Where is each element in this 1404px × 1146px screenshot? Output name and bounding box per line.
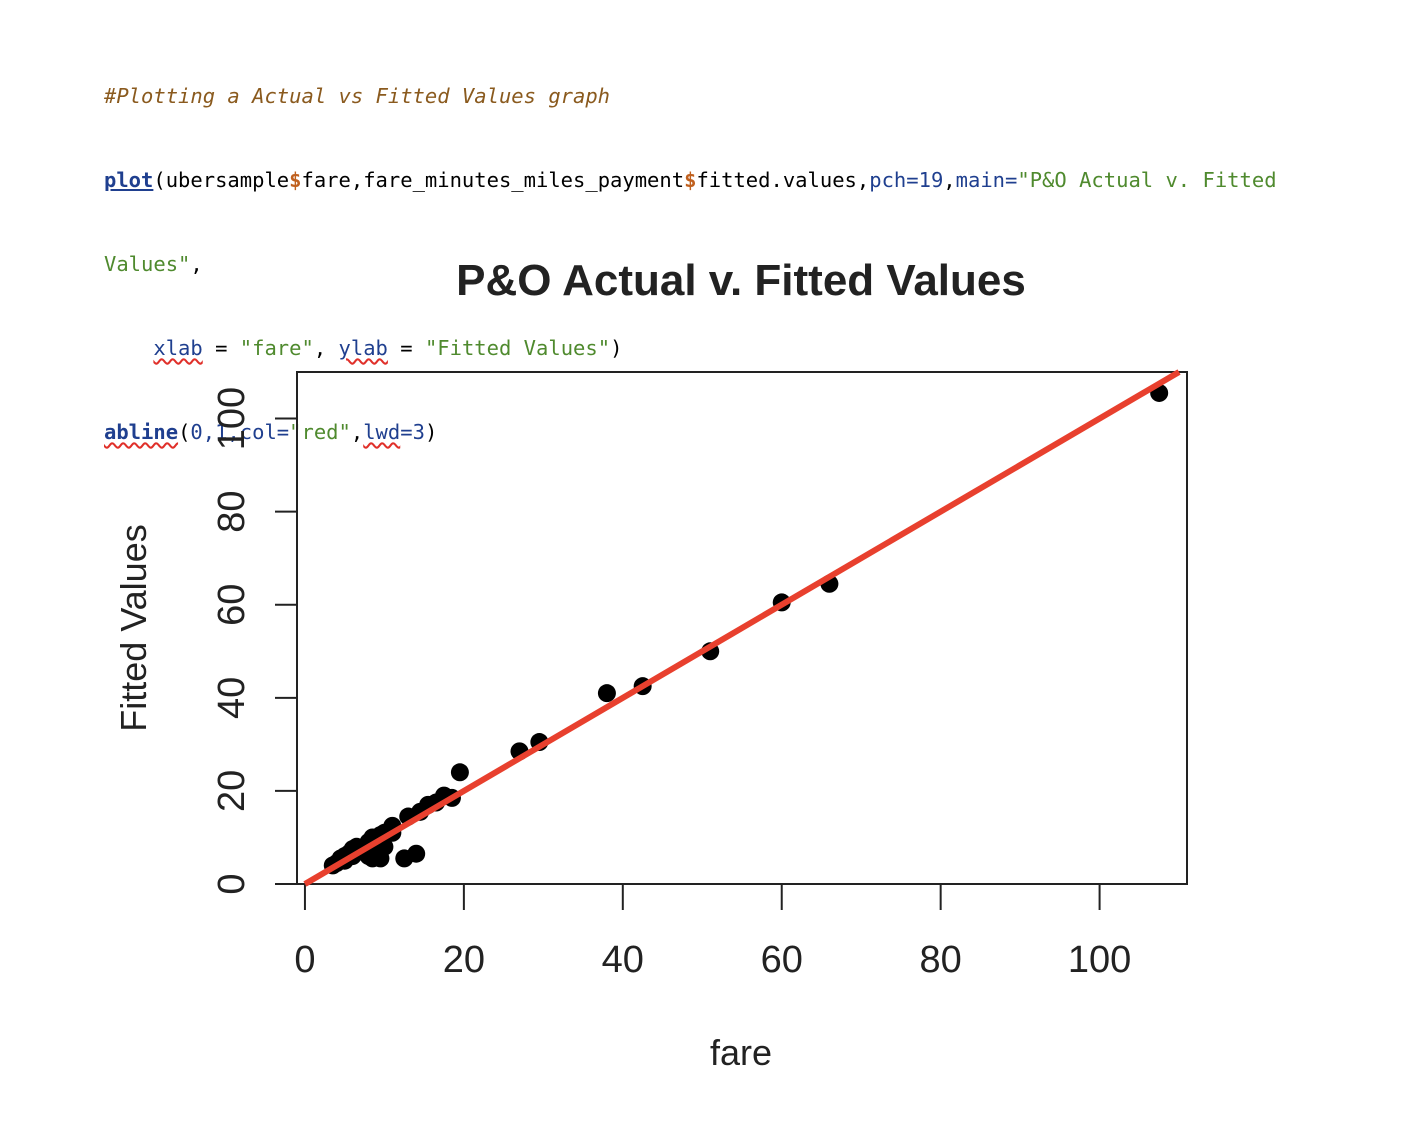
x-tick-label: 60 [761,939,803,981]
close-paren: ) [610,336,623,360]
y-tick-label: 100 [211,387,253,450]
dollar-operator: $ [684,168,697,192]
comma: , [350,420,364,444]
x-tick-label: 0 [294,939,315,981]
main-argument: main= [955,168,1018,192]
pch-value: 19 [918,168,944,192]
dollar-operator: $ [289,168,302,192]
xlab-string: "fare" [239,336,314,360]
y-tick-label: 20 [211,770,253,812]
y-tick-label: 60 [211,584,253,626]
x-tick-label: 100 [1068,939,1131,981]
pch-argument: pch= [869,168,919,192]
data-point [450,763,469,782]
abline-function: abline [104,420,179,444]
field-text: fare,fare_minutes_miles_payment [301,168,685,192]
y-tick-label: 80 [211,490,253,532]
data-point [597,684,616,703]
x-tick-label: 40 [602,939,644,981]
y-axis-label: Fitted Values [113,524,154,731]
x-tick-label: 20 [443,939,485,981]
equals: = [387,336,425,360]
open-paren: ( [153,168,166,192]
y-tick-label: 40 [211,677,253,719]
lwd-value: =3 [400,420,425,444]
comma: , [943,168,956,192]
x-axis: 0 20 40 60 80 100 [294,883,1131,981]
equals: = [202,336,240,360]
close-paren: ) [424,420,438,444]
code-plot-line: plot(ubersample$fare,fare_minutes_miles_… [104,166,1277,194]
reference-line-group [303,369,1181,887]
xlab-argument: xlab [153,336,203,360]
code-comment: #Plotting a Actual vs Fitted Values grap… [104,84,611,108]
x-axis-label: fare [710,1032,772,1073]
open-paren: ( [178,420,191,444]
y-axis: 0 20 40 60 80 100 [211,387,298,895]
col-argument: col= [239,420,290,444]
code-continuation-line: Values", [104,250,1277,278]
data-point [407,844,426,863]
reference-line [303,369,1181,887]
code-comment-line: #Plotting a Actual vs Fitted Values grap… [104,82,1277,110]
ylab-argument: ylab [338,336,388,360]
code-abline-line: abline(0,1,col="red",lwd=3) [104,418,1277,446]
code-block: #Plotting a Actual vs Fitted Values grap… [104,26,1277,474]
lwd-argument: lwd [363,420,401,444]
ylab-string: "Fitted Values" [424,336,611,360]
x-tick-label: 80 [920,939,962,981]
comma: , [190,252,203,276]
data-object: ubersample [165,168,290,192]
col-string: "red" [289,420,351,444]
comma: , [313,336,339,360]
plot-function: plot [104,168,154,192]
field-text: fitted.values, [696,168,870,192]
chart-title: P&O Actual v. Fitted Values [456,256,1026,305]
main-string: "P&O Actual v. Fitted [1017,168,1277,192]
main-string-cont: Values" [104,252,191,276]
data-point [371,849,390,868]
code-labels-line: xlab = "fare", ylab = "Fitted Values") [104,334,1277,362]
abline-numbers: 0,1, [190,420,240,444]
y-tick-label: 0 [211,873,253,894]
